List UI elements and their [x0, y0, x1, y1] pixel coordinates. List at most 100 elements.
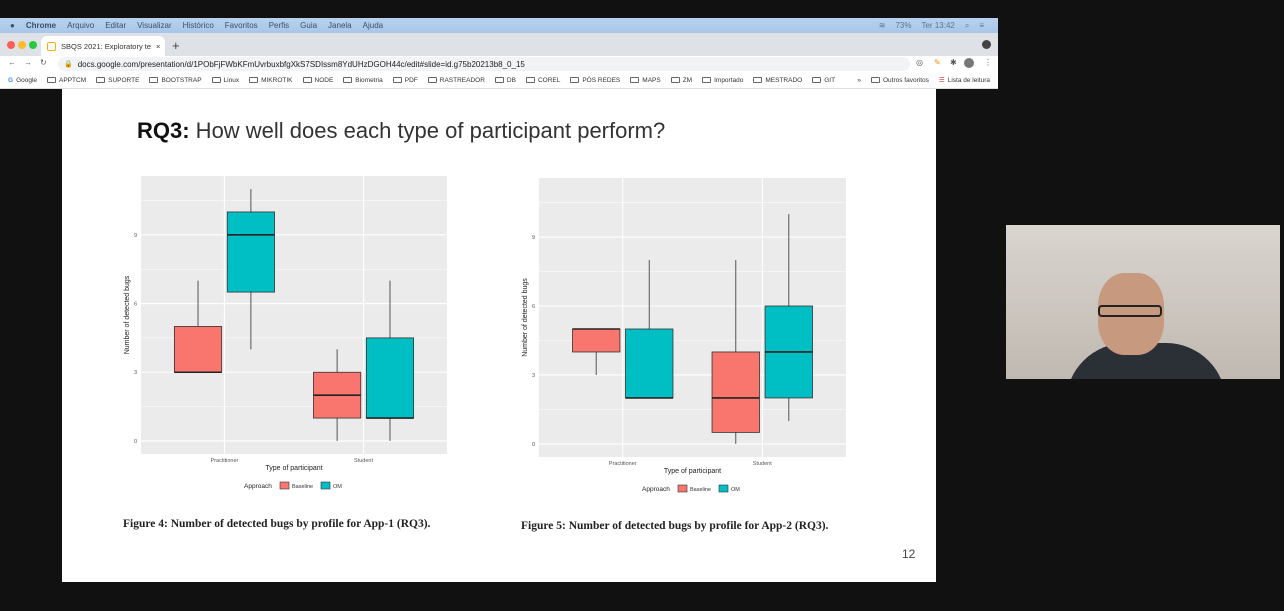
- bookmark-folder[interactable]: APPTCM: [47, 77, 86, 84]
- kebab-menu-icon[interactable]: ⋮: [984, 58, 992, 67]
- extension-icon[interactable]: ◎: [916, 58, 923, 67]
- legend-title: Approach: [244, 483, 272, 490]
- folder-icon: [47, 77, 57, 83]
- folder-icon: [812, 77, 822, 83]
- apple-icon[interactable]: ●: [10, 21, 15, 30]
- folder-icon: [753, 77, 763, 83]
- bookmark-folder[interactable]: GIT: [812, 77, 835, 84]
- y-tick-label: 9: [134, 233, 137, 239]
- slides-favicon-icon: [47, 41, 56, 51]
- y-tick-label: 0: [134, 439, 137, 445]
- battery-status[interactable]: 73%: [895, 20, 912, 30]
- profile-icon[interactable]: [982, 40, 991, 49]
- bookmark-folder[interactable]: ZM: [670, 77, 692, 84]
- google-icon: G: [8, 76, 14, 84]
- x-tick-label: Student: [354, 458, 373, 464]
- y-tick-label: 3: [532, 373, 535, 379]
- tab-close-icon[interactable]: ×: [156, 41, 161, 51]
- page-number: 12: [902, 547, 916, 561]
- clock[interactable]: Ter 13:42: [921, 20, 955, 30]
- extension-dropper-icon[interactable]: ✎: [934, 58, 941, 67]
- menu-chrome[interactable]: Chrome: [25, 21, 57, 30]
- box-om: [226, 211, 275, 293]
- bookmark-folder[interactable]: SUPORTE: [96, 77, 139, 84]
- tab-title: SBQS 2021: Exploratory testing: [61, 41, 151, 51]
- menu-janela[interactable]: Janela: [328, 21, 352, 30]
- folder-icon: [525, 77, 535, 83]
- bookmark-folder[interactable]: Biometria: [343, 77, 383, 84]
- bookmark-folder[interactable]: NODE: [302, 77, 333, 84]
- legend-swatch: [677, 484, 688, 493]
- tab-sbqs[interactable]: SBQS 2021: Exploratory testing ×: [41, 36, 165, 56]
- bookmark-other[interactable]: Outros favoritos: [871, 77, 929, 84]
- menu-favoritos[interactable]: Favoritos: [224, 21, 258, 30]
- bookmark-folder[interactable]: PDF: [392, 77, 418, 84]
- forward-icon[interactable]: →: [24, 58, 32, 67]
- url-text: docs.google.com/presentation/d/1PObFjFWb…: [77, 59, 525, 69]
- figure-4-caption: Figure 4: Number of detected bugs by pro…: [123, 518, 431, 530]
- mac-menubar: ● Chrome Arquivo Editar Visualizar Histó…: [0, 18, 998, 33]
- menu-historico[interactable]: Histórico: [182, 21, 214, 30]
- bookmark-folder[interactable]: DB: [494, 77, 516, 84]
- bookmark-folder[interactable]: Importado: [702, 77, 743, 84]
- menu-ajuda[interactable]: Ajuda: [362, 21, 384, 30]
- menu-guia[interactable]: Guia: [300, 21, 318, 30]
- menu-visualizar[interactable]: Visualizar: [137, 21, 172, 30]
- bookmark-folder[interactable]: MIKROTIK: [249, 77, 293, 84]
- y-tick-label: 9: [532, 235, 535, 241]
- y-tick-label: 6: [532, 304, 535, 310]
- back-icon[interactable]: ←: [8, 58, 16, 67]
- bookmark-folder[interactable]: RASTREADOR: [427, 77, 485, 84]
- y-tick-label: 3: [134, 370, 137, 376]
- reading-list-icon: ☰: [938, 77, 945, 84]
- more-bookmarks-button[interactable]: »: [857, 76, 861, 84]
- bookmark-folder[interactable]: COREL: [525, 77, 560, 84]
- avatar[interactable]: [964, 58, 974, 68]
- folder-icon: [570, 77, 580, 83]
- legend-swatch: [320, 481, 331, 490]
- bookmark-folder[interactable]: PÓS REDES: [570, 77, 620, 84]
- box-om: [625, 328, 674, 399]
- minimize-window-button[interactable]: [18, 41, 26, 49]
- close-window-button[interactable]: [7, 41, 15, 49]
- menu-arquivo[interactable]: Arquivo: [67, 21, 95, 30]
- legend-entry: OM: [731, 487, 740, 493]
- y-tick-label: 6: [134, 302, 137, 308]
- legend-title: Approach: [642, 486, 670, 493]
- bookmark-folder[interactable]: BOOTSTRAP: [149, 77, 202, 84]
- bookmark-google[interactable]: G Google: [8, 76, 38, 84]
- search-icon[interactable]: ⌕: [964, 20, 970, 30]
- lock-icon: 🔒: [64, 61, 73, 68]
- webcam-video: [1006, 225, 1280, 379]
- address-bar[interactable]: 🔒 docs.google.com/presentation/d/1PObFjF…: [58, 57, 910, 71]
- folder-icon: [302, 77, 312, 83]
- reload-icon[interactable]: ↻: [40, 58, 47, 67]
- menu-perfis[interactable]: Perfis: [268, 21, 290, 30]
- maximize-window-button[interactable]: [29, 41, 37, 49]
- menu-list-icon[interactable]: ≡: [979, 20, 984, 30]
- box-baseline: [173, 326, 223, 373]
- puzzle-icon[interactable]: ✱: [950, 58, 957, 67]
- menu-editar[interactable]: Editar: [105, 21, 127, 30]
- person-face: [1098, 273, 1164, 355]
- reading-list[interactable]: ☰ Lista de leitura: [938, 76, 990, 85]
- y-axis-label: Number of detected bugs: [124, 275, 131, 354]
- folder-icon: [630, 77, 640, 83]
- wifi-icon[interactable]: ≋: [878, 20, 886, 30]
- folder-icon: [670, 77, 680, 83]
- folder-icon: [871, 77, 880, 83]
- bookmark-folder[interactable]: MESTRADO: [753, 77, 802, 84]
- legend-entry: OM: [333, 484, 342, 490]
- box-om: [365, 337, 415, 419]
- folder-icon: [149, 77, 159, 83]
- legend-entry: Baseline: [292, 484, 313, 490]
- bookmark-folder[interactable]: Linux: [211, 77, 239, 84]
- boxplot-app1: 0 3 6 9 Practitioner Student Type of participa…: [124, 176, 447, 490]
- new-tab-button[interactable]: +: [172, 38, 180, 53]
- folder-icon: [494, 77, 504, 83]
- box-baseline: [572, 328, 621, 353]
- x-tick-label: Student: [753, 461, 772, 467]
- tab-bar: [0, 33, 998, 56]
- bookmark-folder[interactable]: MAPS: [630, 77, 661, 84]
- y-axis-label: Number of detected bugs: [522, 278, 529, 357]
